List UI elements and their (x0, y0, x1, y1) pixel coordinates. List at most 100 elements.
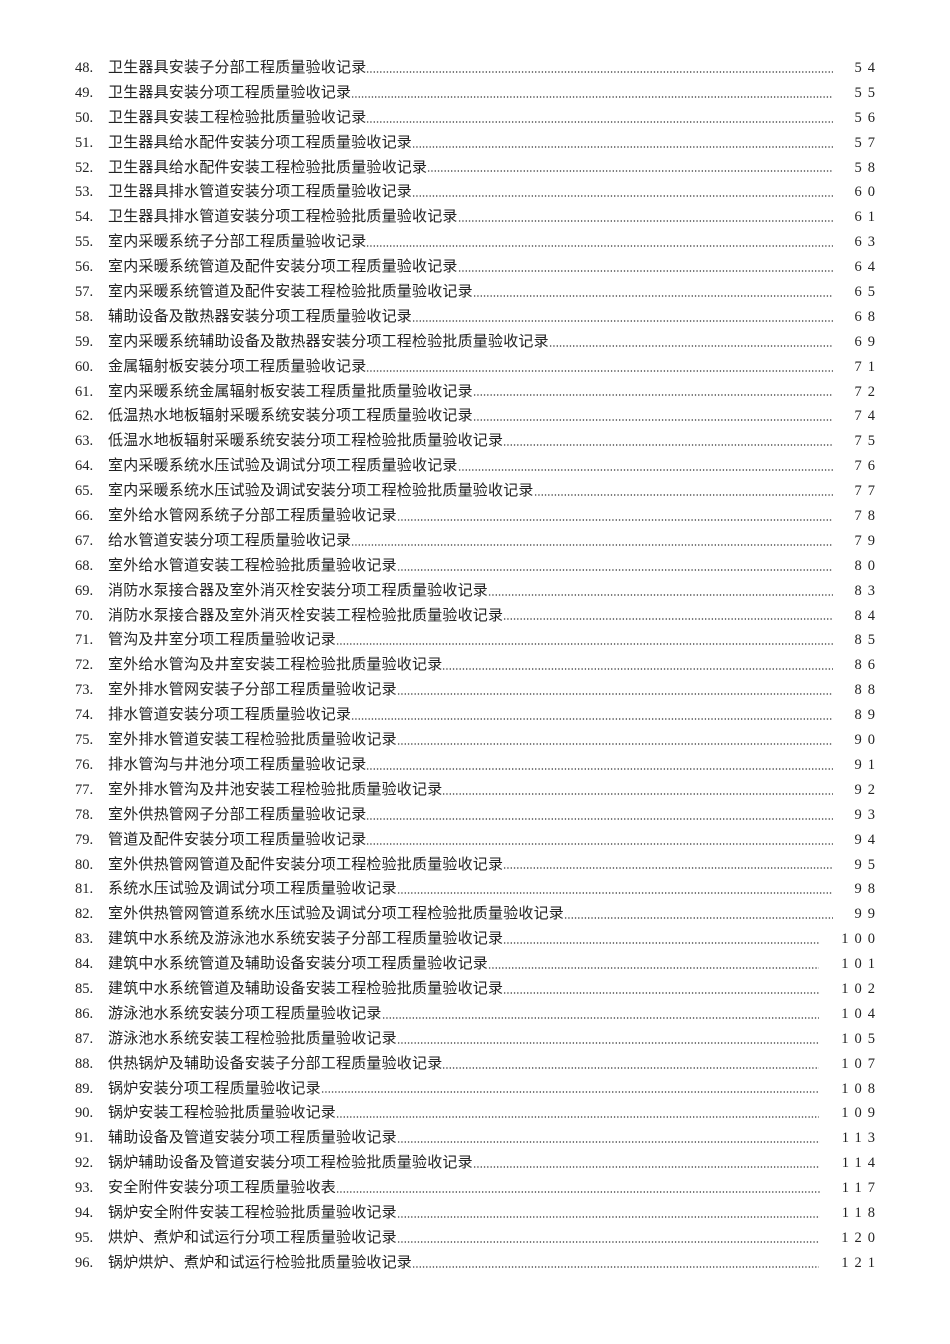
toc-entry[interactable]: 64. 室内采暖系统水压试验及调试分项工程质量验收记录 76 (75, 454, 875, 479)
toc-entry[interactable]: 87. 游泳池水系统安装工程检验批质量验收记录 105 (75, 1027, 875, 1052)
page-number: 99 (854, 906, 881, 923)
entry-title: 烘炉、煮炉和试运行分项工程质量验收记录 (108, 1229, 397, 1246)
dot-leader (351, 543, 833, 546)
page-number: 54 (854, 60, 881, 76)
dot-leader (396, 1041, 820, 1044)
entry-number: 58. (75, 308, 94, 325)
toc-entry[interactable]: 80. 室外供热管网管道及配件安装分项工程检验批质量验收记录 95 (75, 853, 875, 878)
toc-entry[interactable]: 59. 室内采暖系统辅助设备及散热器安装分项工程检验批质量验收记录 69 (75, 330, 875, 355)
dot-leader (366, 120, 833, 123)
dot-leader (366, 70, 833, 73)
toc-entry[interactable]: 78. 室外供热管网子分部工程质量验收记录 93 (75, 803, 875, 828)
toc-entry[interactable]: 60. 金属辐射板安装分项工程质量验收记录 71 (75, 355, 875, 380)
toc-entry[interactable]: 90. 锅炉安装工程检验批质量验收记录 109 (75, 1101, 875, 1126)
entry-title: 锅炉安装工程检验批质量验收记录 (108, 1105, 337, 1122)
toc-entry[interactable]: 61. 室内采暖系统金属辐射板安装工程质量批质量验收记录 72 (75, 380, 875, 405)
toc-entry[interactable]: 69. 消防水泵接合器及室外消灭栓安装分项工程质量验收记录 83 (75, 579, 875, 604)
entry-title: 游泳池水系统安装分项工程质量验收记录 (108, 1005, 382, 1022)
toc-entry[interactable]: 93. 安全附件安装分项工程质量验收表 117 (75, 1176, 875, 1201)
toc-entry[interactable]: 54. 卫生器具排水管道安装分项工程检验批质量验收记录 61 (75, 205, 875, 230)
dot-leader (564, 917, 833, 920)
toc-entry[interactable]: 66. 室外给水管网系统子分部工程质量验收记录 78 (75, 504, 875, 529)
toc-entry[interactable]: 83. 建筑中水系统及游泳池水系统安装子分部工程质量验收记录 100 (75, 927, 875, 952)
dot-leader (427, 170, 833, 173)
toc-entry[interactable]: 81. 系统水压试验及调试分项工程质量验收记录 98 (75, 877, 875, 902)
toc-entry[interactable]: 57. 室内采暖系统管道及配件安装工程检验批质量验收记录 65 (75, 280, 875, 305)
toc-entry[interactable]: 67. 给水管道安装分项工程质量验收记录 79 (75, 529, 875, 554)
toc-entry[interactable]: 70. 消防水泵接合器及室外消灭栓安装工程检验批质量验收记录 84 (75, 604, 875, 629)
toc-entry[interactable]: 72. 室外给水管沟及井室安装工程检验批质量验收记录 86 (75, 653, 875, 678)
entry-title: 室外给水管道安装工程检验批质量验收记录 (108, 557, 397, 574)
toc-entry[interactable]: 88. 供热锅炉及辅助设备安装子分部工程质量验收记录 107 (75, 1052, 875, 1077)
page-number: 83 (854, 582, 881, 599)
page-number: 58 (854, 159, 881, 176)
entry-title: 给水管道安装分项工程质量验收记录 (108, 532, 352, 549)
toc-entry[interactable]: 84. 建筑中水系统管道及辅助设备安装分项工程质量验收记录 101 (75, 952, 875, 977)
dot-leader (472, 419, 833, 422)
toc-entry[interactable]: 50. 卫生器具安装工程检验批质量验收记录 56 (75, 106, 875, 131)
page-number: 107 (841, 1055, 881, 1072)
page-number: 78 (854, 508, 881, 525)
toc-entry[interactable]: 49. 卫生器具安装分项工程质量验收记录 55 (75, 81, 875, 106)
toc-entry[interactable]: 68. 室外给水管道安装工程检验批质量验收记录 80 (75, 554, 875, 579)
dot-leader (396, 742, 833, 745)
entry-number: 63. (75, 433, 94, 450)
toc-entry[interactable]: 74. 排水管道安装分项工程质量验收记录 89 (75, 703, 875, 728)
toc-entry[interactable]: 77. 室外排水管沟及井池安装工程检验批质量验收记录 92 (75, 778, 875, 803)
entry-number: 78. (75, 806, 94, 823)
entry-title: 安全附件安装分项工程质量验收表 (108, 1180, 337, 1197)
entry-number: 80. (75, 856, 94, 873)
toc-entry[interactable]: 91. 辅助设备及管道安装分项工程质量验收记录 113 (75, 1126, 875, 1151)
page-number: 85 (854, 632, 881, 649)
entry-number: 85. (75, 980, 94, 997)
entry-title: 卫生器具安装工程检验批质量验收记录 (108, 109, 367, 126)
entry-title: 室内采暖系统金属辐射板安装工程质量批质量验收记录 (108, 383, 473, 400)
toc-entry[interactable]: 92. 锅炉辅助设备及管道安装分项工程检验批质量验收记录 114 (75, 1151, 875, 1176)
entry-title: 卫生器具排水管道安装分项工程质量验收记录 (108, 184, 413, 201)
toc-entry[interactable]: 53. 卫生器具排水管道安装分项工程质量验收记录 60 (75, 180, 875, 205)
dot-leader (442, 1066, 820, 1069)
toc-entry[interactable]: 52. 卫生器具给水配件安装工程检验批质量验收记录 58 (75, 156, 875, 181)
toc-entry[interactable]: 58. 辅助设备及散热器安装分项工程质量验收记录 68 (75, 305, 875, 330)
entry-number: 75. (75, 732, 94, 749)
toc-entry[interactable]: 89. 锅炉安装分项工程质量验收记录 108 (75, 1077, 875, 1102)
toc-entry[interactable]: 79. 管道及配件安装分项工程质量验收记录 94 (75, 828, 875, 853)
entry-title: 卫生器具排水管道安装分项工程检验批质量验收记录 (108, 209, 458, 226)
toc-entry[interactable]: 76. 排水管沟与井池分项工程质量验收记录 91 (75, 753, 875, 778)
dot-leader (366, 842, 833, 845)
entry-number: 57. (75, 284, 94, 301)
toc-entry[interactable]: 55. 室内采暖系统子分部工程质量验收记录 63 (75, 230, 875, 255)
page-number: 56 (854, 109, 881, 126)
entry-title: 建筑中水系统及游泳池水系统安装子分部工程质量验收记录 (108, 931, 504, 948)
dot-leader (351, 718, 833, 721)
toc-entry[interactable]: 94. 锅炉安全附件安装工程检验批质量验收记录 118 (75, 1201, 875, 1226)
page-number: 88 (854, 682, 881, 699)
toc-entry[interactable]: 62. 低温热水地板辐射采暖系统安装分项工程质量验收记录 74 (75, 404, 875, 429)
toc-entry[interactable]: 56. 室内采暖系统管道及配件安装分项工程质量验收记录 64 (75, 255, 875, 280)
dot-leader (442, 668, 833, 671)
entry-number: 94. (75, 1204, 94, 1221)
entry-title: 低温热水地板辐射采暖系统安装分项工程质量验收记录 (108, 408, 473, 425)
toc-entry[interactable]: 86. 游泳池水系统安装分项工程质量验收记录 104 (75, 1002, 875, 1027)
entry-number: 67. (75, 532, 94, 549)
toc-entry[interactable]: 96. 锅炉烘炉、煮炉和试运行检验批质量验收记录 121 (75, 1251, 875, 1276)
toc-entry[interactable]: 65. 室内采暖系统水压试验及调试安装分项工程检验批质量验收记录 77 (75, 479, 875, 504)
page-number: 94 (854, 831, 881, 848)
toc-entry[interactable]: 85. 建筑中水系统管道及辅助设备安装工程检验批质量验收记录 102 (75, 977, 875, 1002)
entry-number: 56. (75, 259, 94, 276)
toc-entry[interactable]: 71. 管沟及井室分项工程质量验收记录 85 (75, 628, 875, 653)
toc-entry[interactable]: 75. 室外排水管道安装工程检验批质量验收记录 90 (75, 728, 875, 753)
toc-entry[interactable]: 95. 烘炉、煮炉和试运行分项工程质量验收记录 120 (75, 1226, 875, 1251)
toc-entry[interactable]: 48. 卫生器具安装子分部工程质量验收记录 54 (75, 56, 875, 81)
page-number: 101 (841, 956, 881, 973)
toc-entry[interactable]: 63. 低温水地板辐射采暖系统安装分项工程检验批质量验收记录 75 (75, 429, 875, 454)
toc-entry[interactable]: 82. 室外供热管网管道系统水压试验及调试分项工程检验批质量验收记录 99 (75, 902, 875, 927)
entry-title: 卫生器具安装子分部工程质量验收记录 (108, 60, 367, 76)
toc-entry[interactable]: 51. 卫生器具给水配件安装分项工程质量验收记录 57 (75, 131, 875, 156)
entry-number: 73. (75, 682, 94, 699)
entry-title: 卫生器具安装分项工程质量验收记录 (108, 84, 352, 101)
page-number: 69 (854, 333, 881, 350)
entry-number: 55. (75, 234, 94, 251)
entry-number: 96. (75, 1254, 94, 1271)
toc-entry[interactable]: 73. 室外排水管网安装子分部工程质量验收记录 88 (75, 678, 875, 703)
